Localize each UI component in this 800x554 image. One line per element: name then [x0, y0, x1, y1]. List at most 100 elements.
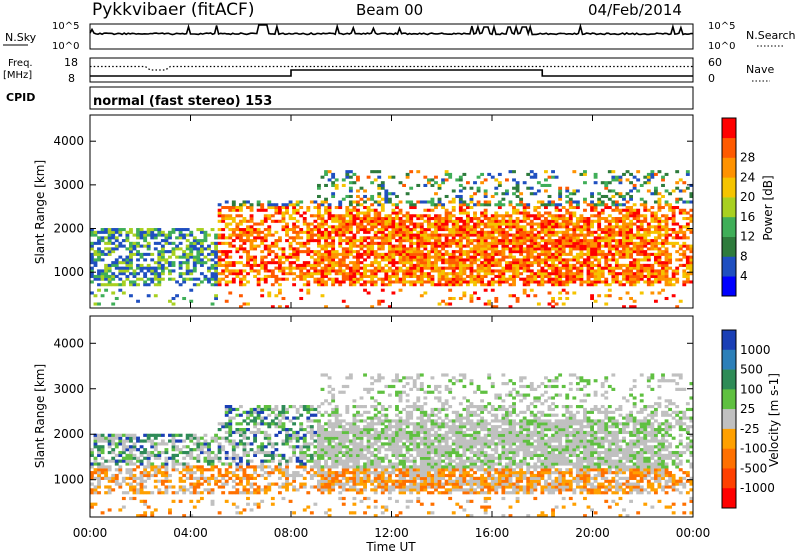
heatmap-cell [221, 214, 226, 218]
heatmap-cell [512, 239, 516, 243]
heatmap-cell [387, 197, 392, 201]
heatmap-cell [171, 439, 176, 443]
heatmap-cell [338, 269, 343, 273]
heatmap-cell [451, 283, 456, 287]
heatmap-cell [178, 439, 183, 443]
heatmap-cell [465, 239, 470, 243]
heatmap-cell [366, 252, 371, 256]
heatmap-cell [544, 258, 548, 262]
heatmap-cell [554, 217, 559, 221]
heatmap-cell [143, 433, 148, 437]
heatmap-cell [494, 228, 499, 232]
heatmap-cell [412, 263, 417, 267]
heatmap-cell [540, 266, 545, 270]
heatmap-cell [224, 479, 229, 483]
heatmap-cell [107, 247, 112, 251]
heatmap-cell [334, 280, 339, 284]
heatmap-cell [320, 230, 325, 234]
heatmap-cell [338, 266, 343, 270]
heatmap-cell [458, 247, 463, 251]
heatmap-cell [288, 214, 293, 218]
heatmap-cell [639, 266, 644, 270]
heatmap-cell [153, 272, 158, 276]
heatmap-cell [657, 277, 662, 281]
heatmap-cell [476, 219, 481, 223]
heatmap-cell [295, 233, 300, 237]
heatmap-cell [359, 244, 364, 248]
heatmap-cell [125, 462, 130, 466]
heatmap-cell [348, 214, 353, 218]
heatmap-cell [231, 485, 236, 489]
heatmap-cell [480, 269, 485, 273]
heatmap-cell [448, 288, 453, 292]
heatmap-cell [253, 407, 258, 412]
heatmap-cell [331, 396, 336, 400]
heatmap-cell [622, 197, 626, 201]
heatmap-cell [324, 208, 328, 212]
heatmap-cell [324, 172, 328, 176]
heatmap-cell [175, 294, 179, 298]
heatmap-cell [93, 250, 98, 254]
heatmap-cell [547, 291, 552, 295]
heatmap-cell [462, 230, 467, 234]
heatmap-cell [618, 225, 623, 229]
heatmap-cell [238, 479, 243, 483]
heatmap-cell [263, 228, 268, 232]
heatmap-cell [519, 203, 524, 207]
heatmap-cell [246, 465, 250, 469]
heatmap-cell [380, 197, 385, 201]
heatmap-cell [136, 482, 140, 486]
heatmap-cell [441, 255, 446, 259]
heatmap-cell [256, 269, 261, 273]
heatmap-cell [292, 488, 297, 492]
heatmap-cell [107, 241, 112, 245]
heatmap-cell [544, 217, 548, 221]
heatmap-cell [359, 241, 364, 245]
heatmap-cell [210, 436, 215, 440]
heatmap-cell [519, 241, 524, 245]
heatmap-cell [671, 217, 676, 221]
heatmap-cell [536, 280, 541, 284]
heatmap-cell [632, 233, 637, 237]
heatmap-cell [671, 208, 676, 212]
heatmap-cell [632, 214, 637, 218]
heatmap-cell [661, 263, 665, 267]
heatmap-cell [207, 233, 211, 237]
heatmap-cell [646, 274, 651, 278]
heatmap-cell [129, 445, 133, 449]
heatmap-cell [671, 272, 676, 276]
heatmap-cell [614, 241, 619, 245]
heatmap-cell [629, 269, 633, 273]
heatmap-cell [387, 247, 392, 251]
heatmap-cell [661, 205, 665, 210]
heatmap-cell [324, 450, 328, 455]
heatmap-cell [139, 488, 144, 492]
heatmap-cell [348, 250, 353, 254]
heatmap-cell [292, 225, 297, 229]
heatmap-cell [614, 252, 619, 256]
heatmap-cell [285, 427, 289, 432]
heatmap-cell [604, 283, 609, 287]
heatmap-cell [132, 479, 137, 483]
heatmap-cell [412, 272, 417, 276]
heatmap-cell [469, 225, 474, 229]
heatmap-cell [586, 269, 591, 273]
heatmap-cell [568, 192, 573, 196]
heatmap-cell [97, 241, 101, 245]
heatmap-cell [331, 407, 336, 412]
heatmap-cell [430, 266, 435, 270]
heatmap-cell [356, 252, 360, 256]
heatmap-cell [292, 453, 297, 457]
heatmap-cell [685, 266, 690, 270]
heatmap-cell [508, 283, 513, 287]
heatmap-cell [473, 233, 477, 237]
heatmap-cell [583, 200, 587, 204]
heatmap-cell [192, 491, 197, 495]
heatmap-cell [561, 217, 566, 221]
heatmap-cell [281, 413, 286, 417]
heatmap-cell [462, 186, 467, 190]
heatmap-cell [653, 280, 658, 284]
heatmap-cell [405, 269, 410, 273]
heatmap-cell [203, 468, 208, 472]
heatmap-cell [505, 192, 509, 196]
